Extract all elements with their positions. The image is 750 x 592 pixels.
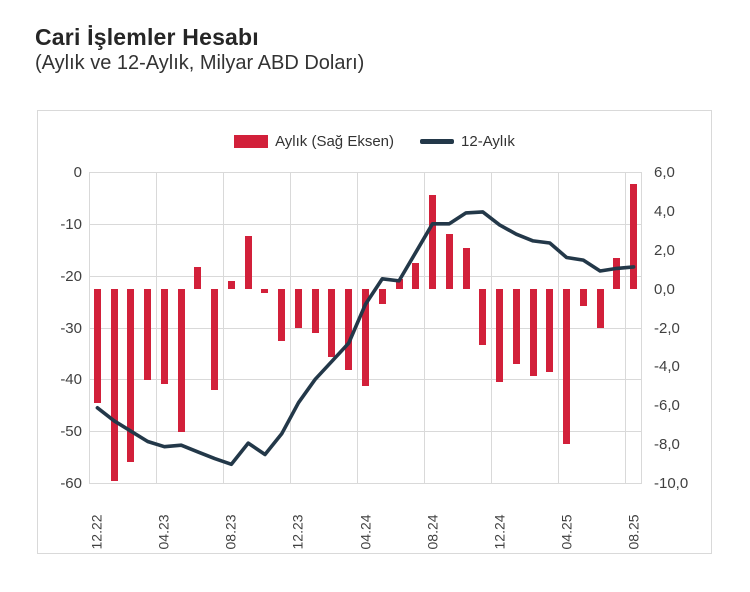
bar-03.23	[144, 288, 152, 380]
bar-12.23	[294, 288, 302, 328]
monthly-bar-swatch-icon	[234, 135, 269, 148]
gridline-horizontal	[89, 275, 642, 277]
bar-06.23	[194, 267, 202, 289]
bar-12.22	[93, 288, 101, 404]
bar-02.24	[328, 288, 336, 357]
bar-11.23	[278, 288, 286, 342]
bar-05.25	[579, 288, 587, 307]
gridline-vertical	[625, 172, 627, 483]
bar-07.25	[613, 257, 621, 289]
left-axis-tick-label: -60	[60, 475, 82, 492]
bar-08.25	[630, 183, 638, 289]
bar-05.23	[177, 288, 185, 433]
right-axis-tick-label: -10,0	[654, 475, 689, 492]
bar-08.24	[429, 195, 437, 289]
gridline-horizontal	[89, 223, 642, 225]
gridline-vertical	[491, 172, 493, 483]
bar-10.23	[261, 288, 269, 293]
bar-03.25	[546, 288, 554, 373]
bar-05.24	[378, 288, 386, 305]
bar-07.23	[211, 288, 219, 390]
bar-10.24	[462, 247, 470, 289]
bar-11.24	[479, 288, 487, 345]
gridline-vertical	[641, 172, 642, 483]
gridline-horizontal	[89, 431, 642, 433]
gridline-vertical	[558, 172, 560, 483]
page-title: Cari İşlemler Hesabı	[35, 24, 259, 50]
bar-04.25	[563, 288, 571, 445]
right-axis-tick-label: 4,0	[654, 202, 675, 220]
bar-04.23	[160, 288, 168, 384]
right-axis-tick-label: -8,0	[654, 436, 680, 454]
gridline-vertical	[156, 172, 158, 483]
bar-12.24	[496, 288, 504, 382]
left-axis-tick-label: 0	[73, 164, 82, 181]
bar-01.25	[512, 288, 520, 365]
right-axis-tick-label: 2,0	[654, 241, 675, 259]
right-axis-tick-label: 0,0	[654, 280, 675, 298]
gridline-horizontal	[89, 483, 642, 484]
left-axis-tick-label: -10	[60, 215, 82, 233]
left-axis-tick-label: -20	[60, 267, 82, 285]
bar-06.25	[596, 288, 604, 328]
bar-03.24	[345, 288, 353, 371]
gridline-vertical	[89, 172, 90, 483]
gridline-vertical	[290, 172, 292, 483]
bar-02.25	[529, 288, 537, 377]
bar-06.24	[395, 278, 403, 289]
gridline-vertical	[424, 172, 426, 483]
plot-area	[89, 172, 642, 484]
bar-01.23	[110, 288, 118, 482]
bar-09.23	[244, 236, 252, 289]
bar-02.23	[127, 288, 135, 462]
right-axis-tick-label: -2,0	[654, 319, 680, 337]
right-axis-tick-label: -6,0	[654, 397, 680, 415]
right-axis-tick-label: -4,0	[654, 358, 680, 376]
right-axis-tick-label: 6,0	[654, 164, 675, 181]
legend-label-monthly: Aylık (Sağ Eksen)	[275, 133, 395, 150]
chart-box: Aylık (Sağ Eksen) 12-Aylık 0 -10 -20 -30 -40…	[37, 110, 712, 554]
twelve-month-line-swatch-icon	[420, 139, 455, 144]
bar-09.24	[445, 234, 453, 289]
legend-item-monthly: Aylık (Sağ Eksen)	[234, 133, 394, 150]
legend-item-12m: 12-Aylık	[420, 133, 515, 150]
gridline-vertical	[223, 172, 225, 483]
gridline-horizontal	[89, 172, 642, 173]
legend: Aylık (Sağ Eksen) 12-Aylık	[38, 133, 711, 150]
gridline-vertical	[357, 172, 359, 483]
bar-04.24	[362, 288, 369, 386]
legend-label-12m: 12-Aylık	[461, 133, 515, 150]
bar-01.24	[311, 288, 319, 334]
left-axis-tick-label: -50	[60, 423, 82, 441]
bar-07.24	[412, 263, 420, 289]
left-axis-tick-label: -40	[60, 371, 82, 389]
left-axis-tick-label: -30	[60, 319, 82, 337]
twelve-month-trend-line	[95, 210, 636, 467]
bar-08.23	[227, 280, 235, 289]
page-subtitle: (Aylık ve 12-Aylık, Milyar ABD Doları)	[35, 52, 365, 74]
